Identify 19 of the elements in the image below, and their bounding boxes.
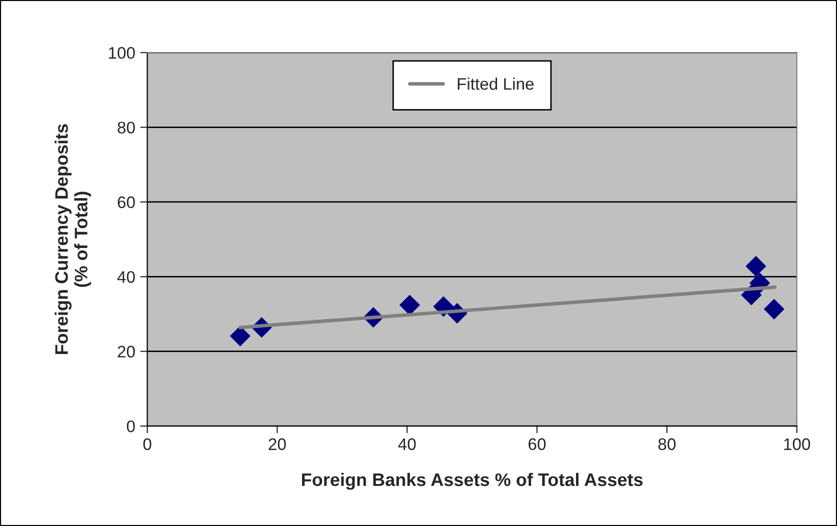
y-tick-label: 0 <box>126 420 135 432</box>
y-tick-label: 60 <box>118 196 135 208</box>
x-axis-title: Foreign Banks Assets % of Total Assets <box>302 472 643 490</box>
y-tick-label: 20 <box>118 346 135 358</box>
y-tick-label: 80 <box>118 122 135 134</box>
x-tick-label: 20 <box>268 438 286 450</box>
y-tick-label: 100 <box>108 47 135 59</box>
point <box>746 256 766 277</box>
x-tick-label: 40 <box>398 438 416 450</box>
x-tick-label: 60 <box>528 438 546 450</box>
legend-label: Fitted Line <box>458 78 534 90</box>
point <box>399 294 420 316</box>
point <box>230 326 250 346</box>
y-axis-title: Foreign Currency Deposits (% of Total) <box>54 124 92 354</box>
x-tick-label: 80 <box>658 438 676 450</box>
y-tick-label: 40 <box>117 271 135 283</box>
x-tick-label: 100 <box>784 438 810 450</box>
x-tick-label: 0 <box>143 438 152 450</box>
point <box>764 298 784 320</box>
